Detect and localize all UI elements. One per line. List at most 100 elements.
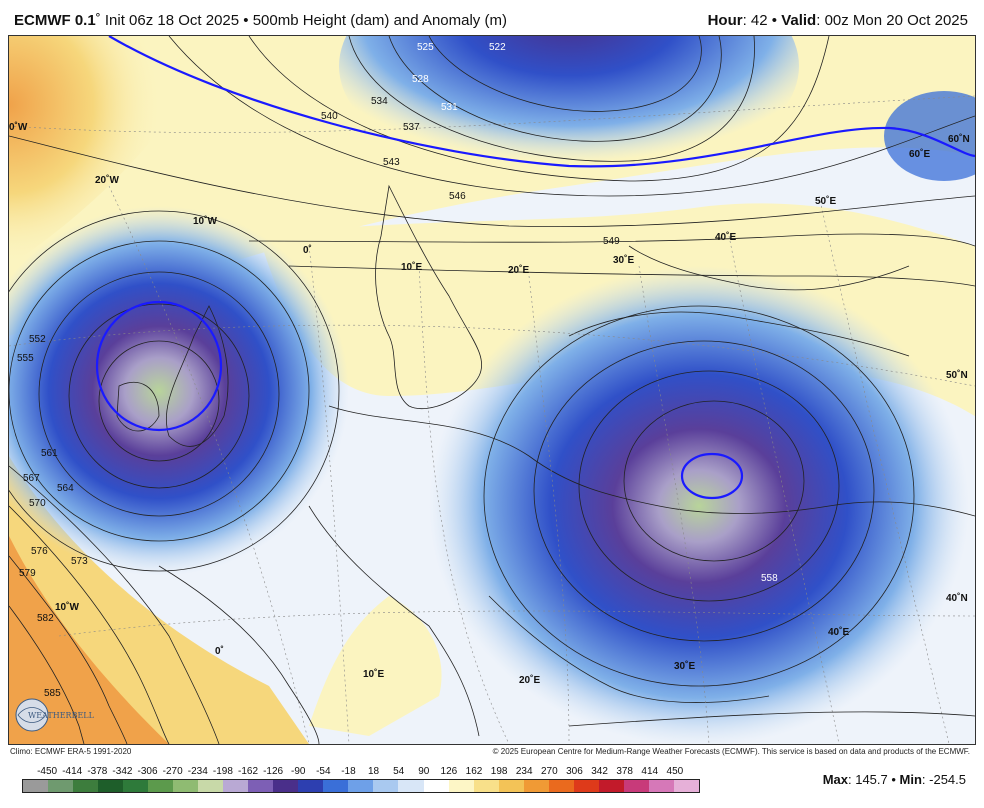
geo-label-20e-south: 20˚E <box>519 674 540 686</box>
colorbar-label: 54 <box>393 766 405 777</box>
colorbar-label: -198 <box>212 766 233 777</box>
contour-579 <box>9 555 128 744</box>
map-title: ECMWF 0.1˚ Init 06z 18 Oct 2025 • 500mb … <box>14 12 507 29</box>
geo-label-10e-south: 10˚E <box>363 668 384 680</box>
geo-label-10w: 10˚W <box>193 215 217 227</box>
colorbar-swatch <box>123 780 149 792</box>
colorbar <box>22 779 700 793</box>
iberia-coast <box>158 565 320 744</box>
colorbar-swatch <box>573 780 599 792</box>
contour-543-west <box>38 271 280 517</box>
colorbar-swatch <box>423 780 449 792</box>
low-anomaly-north <box>339 36 799 186</box>
contour-573 <box>9 505 170 744</box>
contour-561-east <box>483 305 915 687</box>
contour-label-558: 558 <box>761 573 778 584</box>
geo-label-0: 0˚ <box>303 244 312 256</box>
contour-label-573: 573 <box>71 556 88 567</box>
contour-549-west <box>9 240 310 542</box>
low-anomaly-west <box>9 206 349 576</box>
colorbar-swatch <box>673 780 699 792</box>
logo-text: WEATHERBELL <box>28 711 95 720</box>
positive-anomaly-northwest <box>9 36 229 266</box>
contour-label-531: 531 <box>441 102 458 113</box>
colorbar-swatch <box>323 780 349 792</box>
max-min-readout: Max: 145.7 • Min: -254.5 <box>823 772 966 787</box>
geo-label-40n: 40˚N <box>946 592 968 604</box>
colorbar-label: -378 <box>87 766 108 777</box>
colorbar-swatch <box>98 780 124 792</box>
colorbar-swatch <box>398 780 424 792</box>
meridian-10w <box>108 185 310 744</box>
map-panel: 522 525 528 531 534 537 540 543 546 549 … <box>8 35 976 745</box>
colorbar-swatch <box>348 780 374 792</box>
britain-coast <box>165 305 229 447</box>
contour-label-528: 528 <box>412 74 429 85</box>
colorbar-label: -54 <box>316 766 331 777</box>
colorbar-swatch <box>648 780 674 792</box>
min-value: : -254.5 <box>921 772 966 787</box>
geo-label-30e: 30˚E <box>613 254 634 266</box>
colorbar-swatch <box>373 780 399 792</box>
colorbar-swatch <box>498 780 524 792</box>
logo-swirl <box>17 707 47 723</box>
meridian-50e <box>818 195 950 744</box>
copyright-note: © 2025 European Centre for Medium-Range … <box>492 747 970 756</box>
colorbar-swatch <box>248 780 274 792</box>
balkans-coast <box>488 595 770 703</box>
weather-map: 522 525 528 531 534 537 540 543 546 549 … <box>9 36 975 744</box>
colorbar-label: -342 <box>112 766 133 777</box>
forecast-time: Hour: 42 • Valid: 00z Mon 20 Oct 2025 <box>708 12 968 29</box>
colorbar-swatch <box>23 780 49 792</box>
colorbar-swatch <box>623 780 649 792</box>
contour-522 <box>428 36 702 112</box>
meridian-0 <box>308 245 350 744</box>
contour-576 <box>568 711 975 727</box>
geo-labels: 0˚W 20˚W 10˚W 0˚ 10˚E 20˚E 30˚E 40˚E 50˚… <box>9 121 970 686</box>
colorbar-label: 270 <box>540 766 558 777</box>
valid-value: : 00z Mon 20 Oct 2025 <box>816 12 968 29</box>
graticule <box>9 95 975 744</box>
contour-label-570: 570 <box>29 498 46 509</box>
contour-537 <box>168 36 975 197</box>
contour-label-546: 546 <box>449 191 466 202</box>
contour-label-582: 582 <box>37 613 54 624</box>
colorbar-label: 18 <box>367 766 380 777</box>
geo-label-40e-south: 40˚E <box>828 626 849 638</box>
colorbar-swatch <box>473 780 499 792</box>
hour-value: : 42 • <box>742 12 782 29</box>
colorbar-swatch <box>198 780 224 792</box>
colorbar-label: -450 <box>37 766 58 777</box>
colorbar-label: -306 <box>137 766 158 777</box>
colorbar-label: 306 <box>566 766 583 777</box>
contour-543 <box>9 135 975 228</box>
contour-525 <box>388 36 722 142</box>
contour-labels: 522 525 528 531 534 537 540 543 546 549 … <box>17 42 778 699</box>
russia-border-line <box>628 245 910 291</box>
climo-note: Climo: ECMWF ERA-5 1991-2020 <box>10 747 132 756</box>
contour-585 <box>9 605 85 744</box>
contour-label-585: 585 <box>44 688 61 699</box>
contour-label-567: 567 <box>23 473 40 484</box>
colorbar-swatch <box>298 780 324 792</box>
contour-label-555: 555 <box>17 353 34 364</box>
positive-anomaly-south <box>309 596 442 736</box>
model-name: ECMWF 0.1 <box>14 12 96 29</box>
parallel-60n <box>9 95 975 133</box>
weatherbell-logo: WEATHERBELL <box>15 698 95 732</box>
contour-label-540: 540 <box>321 111 338 122</box>
contour-528 <box>348 36 755 162</box>
colorbar-label: -162 <box>237 766 259 777</box>
max-value: : 145.7 • <box>847 772 900 787</box>
colorbar-swatch <box>223 780 249 792</box>
ireland-coast <box>116 381 160 432</box>
valid-label: Valid <box>781 12 817 29</box>
hour-label: Hour <box>707 12 743 29</box>
geo-label-50e: 50˚E <box>815 195 836 207</box>
scandinavia-coast <box>375 184 483 410</box>
contour-label-537: 537 <box>403 122 420 133</box>
positive-anomaly-southwest-strong <box>9 536 169 744</box>
max-label: Max <box>822 772 848 787</box>
colorbar-swatch <box>48 780 74 792</box>
colorbar-label: -90 <box>290 766 306 777</box>
